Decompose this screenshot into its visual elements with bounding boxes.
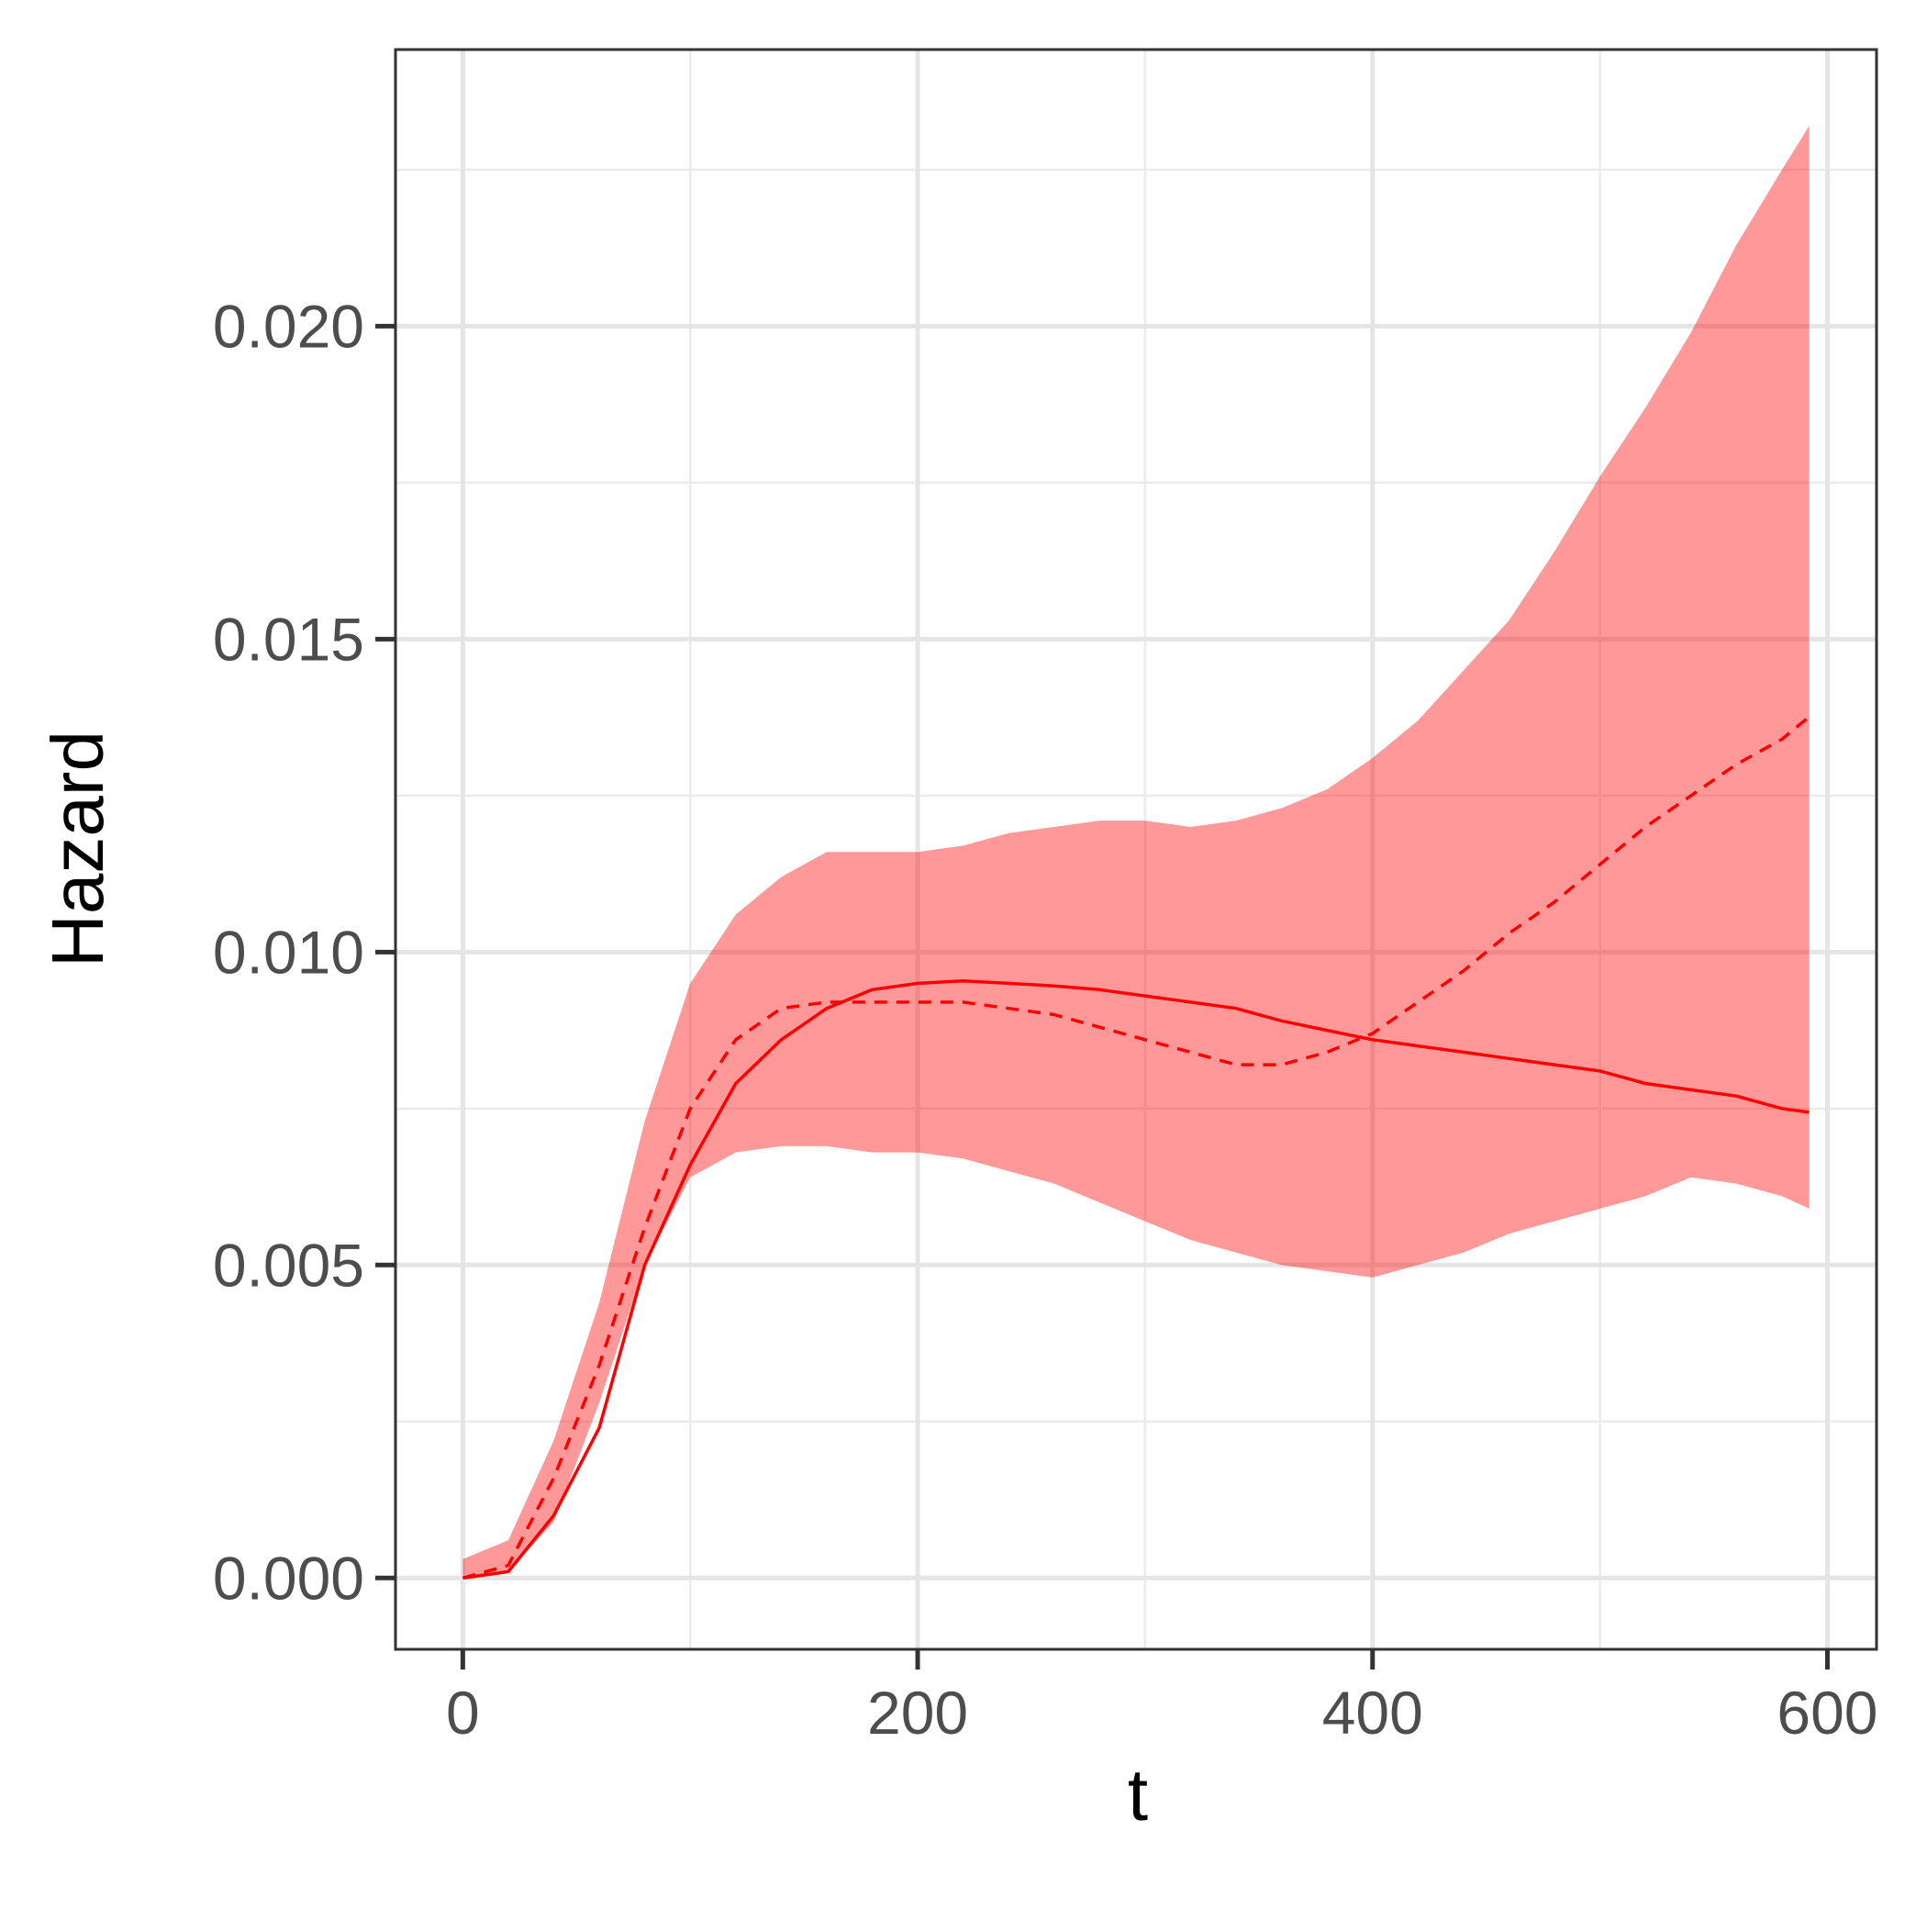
x-axis-title: t [1128,1754,1148,1836]
grid [395,50,1877,1649]
confidence-band [462,126,1810,1579]
plot-area [462,126,1810,1580]
x-tick-label: 0 [446,1679,480,1747]
y-tick-label: 0.010 [213,918,364,986]
dashed-line [462,715,1810,1580]
panel-border [394,48,1878,1651]
y-tick-label: 0.005 [213,1231,364,1299]
x-tick-label: 400 [1322,1679,1423,1747]
y-tick-label: 0.000 [213,1544,364,1612]
axes: 0 200 400 600 0.000 0.005 0.010 0.015 0.020 [213,292,1878,1747]
y-tick-label: 0.020 [213,292,364,360]
x-tick-label: 600 [1777,1679,1877,1747]
y-axis-title: Hazard [37,731,118,967]
x-tick-label: 200 [867,1679,968,1747]
solid-line [462,978,1810,1580]
y-tick-label: 0.015 [213,605,364,673]
